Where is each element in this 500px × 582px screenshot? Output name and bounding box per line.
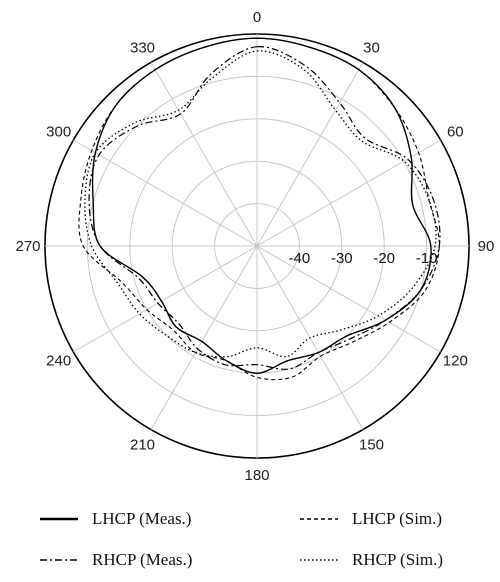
grid-spoke [256,245,441,353]
radial-tick-label: -10 [416,250,438,267]
series-curves [78,37,441,381]
angle-tick-label: 300 [46,124,71,141]
grid-spoke [73,245,258,353]
legend: LHCP (Meas.) LHCP (Sim.) RHCP (Meas.) RHCP … [40,509,443,569]
angle-tick-label: 120 [443,353,468,370]
grid-spoke [150,245,258,430]
radial-tick-label: -30 [331,250,353,267]
angle-tick-label: 270 [15,238,40,255]
legend-label: RHCP (Sim.) [352,550,443,569]
series-line [84,50,437,358]
angle-tick-label: 90 [478,238,495,255]
series-line [88,46,441,370]
angle-tick-label: 60 [447,124,464,141]
radial-tick-label: -40 [289,250,311,267]
legend-label: LHCP (Sim.) [352,509,442,528]
angle-tick-label: 210 [130,436,155,453]
angle-tick-label: 30 [363,40,380,57]
radial-tick-labels: -40 -30 -20 -10 [289,250,438,267]
angle-tick-label: 240 [46,353,71,370]
series-line [78,37,440,381]
radial-tick-label: -20 [373,250,395,267]
angle-tick-label: 150 [359,436,384,453]
grid-spoke [256,62,364,247]
grid-spoke [256,139,441,247]
grid-spoke [150,62,258,247]
legend-label: RHCP (Meas.) [92,550,192,569]
angle-tick-label: 0 [253,9,261,26]
legend-label: LHCP (Meas.) [92,509,191,528]
polar-grid [44,33,470,459]
grid-spoke [73,139,258,247]
angle-tick-label: 180 [244,467,269,484]
angle-tick-label: 330 [130,40,155,57]
angle-tick-labels: 0 30 60 90 120 150 180 210 240 270 300 330 [15,9,494,484]
